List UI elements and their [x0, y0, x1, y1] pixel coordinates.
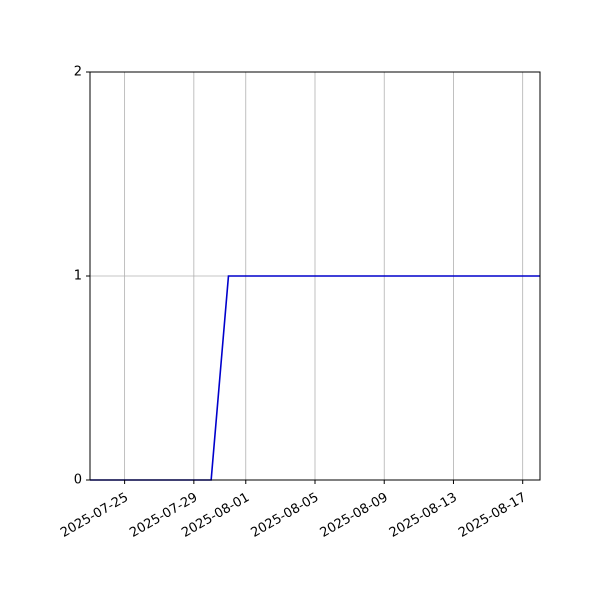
- x-tick-label: 2025-08-09: [318, 490, 391, 541]
- x-tick-label: 2025-08-05: [248, 490, 321, 541]
- y-axis: 0 1 2: [74, 65, 90, 488]
- y-tick-label: 0: [74, 473, 82, 488]
- x-tick-label: 2025-07-25: [58, 490, 131, 541]
- y-tick-label: 1: [74, 269, 82, 284]
- x-tick-label: 2025-08-13: [387, 490, 460, 541]
- x-tick-label: 2025-08-17: [456, 490, 529, 541]
- y-tick-label: 2: [74, 65, 82, 80]
- x-axis: 2025-07-252025-07-292025-08-012025-08-05…: [58, 480, 529, 541]
